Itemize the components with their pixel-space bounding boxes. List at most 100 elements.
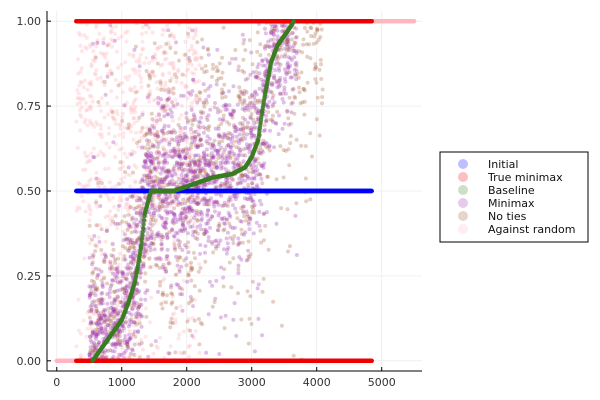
data-point — [139, 85, 144, 90]
data-point — [249, 176, 254, 181]
data-point — [183, 125, 188, 130]
data-point — [153, 256, 158, 261]
data-point — [135, 341, 140, 346]
data-point — [91, 41, 95, 46]
data-point — [148, 131, 153, 136]
data-point — [121, 272, 126, 276]
data-point — [234, 333, 239, 338]
data-point — [150, 55, 155, 60]
data-point — [143, 279, 148, 284]
data-point — [99, 181, 104, 186]
data-point — [191, 112, 196, 117]
data-point — [144, 314, 149, 319]
data-point — [189, 118, 194, 123]
data-point — [294, 60, 299, 65]
data-point — [78, 331, 83, 336]
data-point — [103, 92, 108, 97]
data-point — [248, 252, 253, 257]
data-point — [174, 272, 179, 277]
data-point — [92, 58, 97, 63]
data-point — [98, 322, 102, 327]
data-point — [181, 149, 186, 154]
data-point — [130, 194, 135, 198]
data-point — [193, 98, 198, 102]
data-point — [176, 336, 181, 341]
data-point — [122, 326, 126, 331]
data-point — [243, 230, 248, 235]
data-point — [290, 100, 295, 105]
data-point — [223, 107, 228, 112]
data-point — [211, 66, 215, 71]
data-point — [111, 314, 116, 319]
data-point — [206, 235, 211, 240]
data-point — [87, 93, 92, 98]
data-point — [137, 64, 142, 69]
data-point — [195, 194, 200, 199]
data-point — [167, 351, 172, 356]
data-point — [134, 315, 139, 320]
data-point — [158, 81, 163, 86]
data-point — [92, 71, 97, 76]
data-point — [251, 169, 256, 174]
data-point — [204, 172, 209, 177]
data-point — [246, 197, 251, 202]
data-point — [148, 221, 153, 226]
data-point — [137, 195, 141, 200]
data-point — [194, 96, 199, 101]
data-point — [202, 196, 207, 201]
data-point — [159, 105, 164, 110]
data-point — [112, 134, 117, 139]
data-point — [137, 198, 142, 203]
data-point — [252, 121, 257, 126]
data-point — [152, 74, 157, 78]
data-point — [125, 228, 130, 232]
data-point — [126, 126, 131, 131]
data-point — [210, 161, 215, 166]
data-point — [98, 75, 103, 80]
data-point — [164, 201, 169, 206]
data-point — [248, 100, 252, 105]
data-point — [264, 141, 269, 146]
data-point — [85, 326, 90, 331]
data-point — [164, 226, 168, 231]
data-point — [237, 176, 242, 181]
data-point — [198, 320, 203, 325]
data-point — [190, 28, 195, 33]
data-point — [138, 210, 143, 215]
data-point — [249, 133, 254, 138]
data-point — [210, 154, 214, 159]
data-point — [299, 143, 304, 148]
data-point — [252, 349, 257, 354]
data-point — [183, 196, 188, 201]
data-point — [246, 254, 251, 258]
data-point — [146, 354, 151, 359]
data-point — [148, 89, 153, 94]
data-point — [201, 169, 206, 173]
data-point — [220, 118, 225, 123]
data-point — [214, 160, 219, 164]
data-point — [239, 90, 244, 95]
data-point — [251, 117, 256, 122]
data-point — [203, 158, 208, 163]
data-point — [79, 105, 84, 110]
data-point — [232, 234, 237, 239]
data-point — [95, 204, 99, 209]
data-point — [280, 23, 285, 28]
data-point — [169, 60, 174, 65]
data-point — [156, 182, 161, 187]
data-point — [268, 128, 272, 133]
data-point — [183, 167, 187, 172]
data-point — [155, 118, 159, 123]
data-point — [82, 78, 87, 83]
data-point — [151, 241, 156, 246]
data-point — [87, 355, 92, 360]
data-point — [193, 172, 198, 177]
data-point — [128, 107, 133, 112]
data-point — [161, 131, 166, 136]
data-point — [94, 25, 99, 30]
data-point — [155, 139, 159, 144]
data-point — [89, 307, 94, 312]
data-point — [104, 141, 109, 146]
data-point — [173, 320, 178, 325]
data-point — [271, 93, 276, 98]
